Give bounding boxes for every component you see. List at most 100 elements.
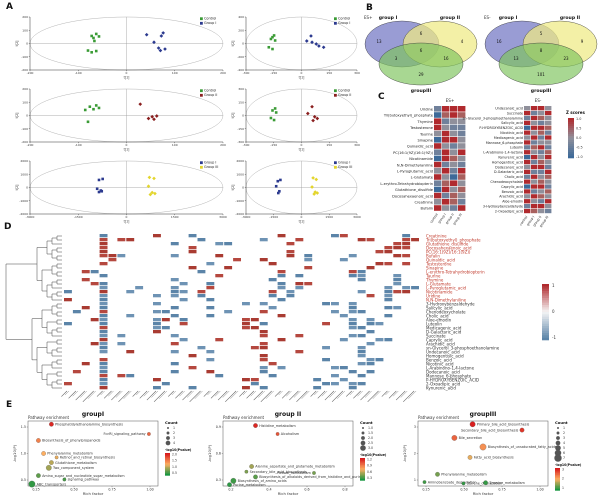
panel-label-c: C bbox=[378, 92, 385, 102]
svg-text:Salicylic_acid: Salicylic_acid bbox=[501, 121, 523, 125]
pathway-point bbox=[469, 421, 476, 428]
svg-text:1500: 1500 bbox=[171, 215, 179, 219]
svg-text:sn-Glycerol_3-phosphoethanolam: sn-Glycerol_3-phosphoethanolamine bbox=[463, 116, 523, 120]
svg-text:Rich factor: Rich factor bbox=[83, 491, 104, 496]
svg-text:200: 200 bbox=[22, 15, 28, 19]
svg-text:Count: Count bbox=[360, 420, 373, 425]
pca-points-group-iii bbox=[146, 175, 157, 197]
svg-text:Luteolin: Luteolin bbox=[510, 146, 523, 150]
pathway-point bbox=[230, 477, 237, 484]
svg-text:-log10(Pvalue): -log10(Pvalue) bbox=[165, 448, 192, 452]
svg-text:Glutathione_disulfide: Glutathione_disulfide bbox=[395, 188, 434, 192]
svg-text:1.2: 1.2 bbox=[367, 458, 372, 462]
pca-points-control bbox=[267, 34, 277, 51]
svg-text:-1000: -1000 bbox=[19, 199, 28, 203]
pathway-point bbox=[483, 480, 488, 486]
svg-text:Uridine: Uridine bbox=[420, 107, 434, 111]
svg-text:t[2]: t[2] bbox=[15, 185, 19, 191]
svg-text:13: 13 bbox=[513, 56, 519, 61]
svg-text:groupIII: groupIII bbox=[470, 411, 497, 418]
pathway-point bbox=[227, 482, 232, 488]
svg-text:ES-: ES- bbox=[535, 98, 542, 103]
svg-text:PC(16:1(9Z)/16:1(9Z)): PC(16:1(9Z)/16:1(9Z)) bbox=[393, 151, 434, 155]
svg-text:Caprylic_acid: Caprylic_acid bbox=[426, 337, 453, 342]
svg-text:Control: Control bbox=[204, 17, 216, 21]
pathway-point bbox=[467, 455, 473, 460]
svg-text:1.0: 1.0 bbox=[172, 465, 177, 469]
svg-text:0.2: 0.2 bbox=[228, 488, 233, 492]
svg-text:Fatty_acid_biosynthesis: Fatty_acid_biosynthesis bbox=[474, 456, 514, 460]
svg-text:3000: 3000 bbox=[219, 215, 227, 219]
svg-text:Undecanoic_acid: Undecanoic_acid bbox=[495, 107, 523, 111]
svg-text:Sinapine: Sinapine bbox=[417, 138, 433, 142]
svg-text:L-Pyroglutamic_acid: L-Pyroglutamic_acid bbox=[397, 169, 433, 173]
svg-text:-200: -200 bbox=[27, 143, 34, 147]
svg-text:t[2]: t[2] bbox=[15, 113, 19, 119]
svg-text:Phenylalanine_metabolism: Phenylalanine_metabolism bbox=[47, 452, 93, 456]
svg-text:Alanine_aspartate_and_glutamat: Alanine_aspartate_and_glutamate_metaboli… bbox=[255, 465, 335, 469]
svg-text:Glutathione_metabolism: Glutathione_metabolism bbox=[55, 461, 97, 465]
svg-text:Two_component_system: Two_component_system bbox=[52, 466, 95, 470]
svg-text:3: 3 bbox=[563, 436, 565, 440]
pathway-point bbox=[147, 432, 151, 436]
pathway-point bbox=[244, 469, 249, 474]
svg-text:group II: group II bbox=[440, 15, 461, 21]
svg-text:0.3: 0.3 bbox=[216, 478, 221, 482]
svg-text:Phenylalanine_metabolism: Phenylalanine_metabolism bbox=[441, 473, 487, 477]
svg-text:300: 300 bbox=[354, 71, 360, 75]
svg-text:Phosphatidylethanolamine_biosy: Phosphatidylethanolamine_biosynthesis bbox=[55, 422, 123, 426]
svg-text:N,N-Dimethylaniline: N,N-Dimethylaniline bbox=[397, 163, 434, 167]
pathway-point bbox=[36, 438, 41, 443]
pathway-point bbox=[249, 464, 254, 469]
svg-text:-300: -300 bbox=[243, 143, 250, 147]
svg-text:Thymine: Thymine bbox=[416, 120, 433, 124]
svg-text:0: 0 bbox=[126, 215, 128, 219]
svg-text:t[1]: t[1] bbox=[299, 148, 305, 152]
svg-text:-1000: -1000 bbox=[235, 199, 244, 203]
svg-text:Creatinine: Creatinine bbox=[426, 233, 447, 238]
pca-points-group-i bbox=[304, 34, 326, 50]
svg-text:0: 0 bbox=[301, 71, 303, 75]
svg-text:-150: -150 bbox=[270, 143, 277, 147]
svg-text:0: 0 bbox=[242, 114, 244, 118]
svg-text:Taurine: Taurine bbox=[425, 273, 441, 278]
svg-text:400: 400 bbox=[238, 15, 244, 19]
svg-text:Medicagenic_acid: Medicagenic_acid bbox=[494, 136, 523, 140]
svg-text:Succinate: Succinate bbox=[507, 111, 523, 115]
svg-text:1.0: 1.0 bbox=[21, 452, 26, 456]
svg-text:300: 300 bbox=[238, 87, 244, 91]
svg-text:16: 16 bbox=[496, 39, 502, 44]
pathway-point bbox=[451, 435, 458, 441]
svg-text:-400: -400 bbox=[237, 68, 244, 72]
pca-plot-4: 300 150 0 -150 -300-300 -150 0 150 300 t[1] t[2] Co… bbox=[231, 87, 360, 152]
svg-text:group III: group III bbox=[539, 215, 550, 228]
svg-text:0: 0 bbox=[126, 71, 128, 75]
svg-text:Kynurenic_acid: Kynurenic_acid bbox=[426, 385, 456, 390]
svg-text:Tri(butoxyethyl)_phosphate: Tri(butoxyethyl)_phosphate bbox=[383, 114, 434, 118]
svg-text:Group II: Group II bbox=[204, 93, 217, 97]
pathway-point bbox=[49, 460, 54, 465]
svg-text:L-Arabinono-1,4-lactone: L-Arabinono-1,4-lactone bbox=[483, 151, 523, 155]
pathway-point bbox=[422, 480, 427, 484]
svg-text:2.0: 2.0 bbox=[172, 453, 177, 457]
svg-text:Aminobenzoate_degradation: Aminobenzoate_degradation bbox=[428, 480, 477, 484]
svg-text:2.0: 2.0 bbox=[368, 436, 373, 440]
svg-text:t[2]: t[2] bbox=[15, 41, 19, 47]
svg-text:Succinate: Succinate bbox=[426, 333, 446, 338]
svg-text:-log10(Pvalue): -log10(Pvalue) bbox=[555, 463, 582, 467]
svg-text:8: 8 bbox=[540, 48, 543, 53]
pca-points-group-ii bbox=[305, 104, 320, 123]
enrichment-plot-2: group II Pathway enrichment 0.9 0.6 0.3 0.2 0.… bbox=[207, 411, 387, 496]
svg-text:groupIII: groupIII bbox=[411, 88, 432, 94]
svg-text:Creatinine: Creatinine bbox=[415, 200, 434, 204]
svg-text:0.25: 0.25 bbox=[32, 488, 39, 492]
svg-text:group I: group I bbox=[437, 213, 447, 225]
svg-text:Chenodeoxycholate: Chenodeoxycholate bbox=[490, 180, 523, 184]
svg-text:group I: group I bbox=[379, 15, 398, 21]
svg-text:-1.0: -1.0 bbox=[576, 155, 583, 159]
svg-text:Cholic_acid: Cholic_acid bbox=[426, 313, 449, 318]
svg-text:0: 0 bbox=[242, 42, 244, 46]
pca-plot-3: 200 100 0 -100 -200-200 -100 0 100 200 t[1] t[2] Co… bbox=[15, 87, 226, 152]
